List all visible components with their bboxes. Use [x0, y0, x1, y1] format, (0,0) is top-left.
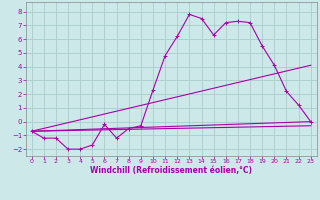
X-axis label: Windchill (Refroidissement éolien,°C): Windchill (Refroidissement éolien,°C) [90, 166, 252, 175]
